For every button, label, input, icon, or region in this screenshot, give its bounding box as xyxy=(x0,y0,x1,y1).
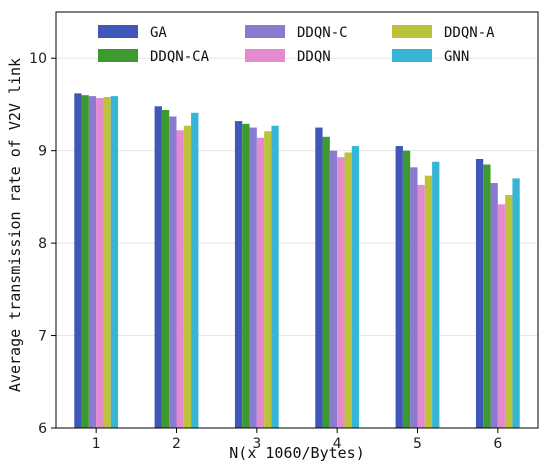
bar-ga xyxy=(154,106,162,428)
legend-label: DDQN xyxy=(297,49,331,65)
x-tick-label: 2 xyxy=(172,436,181,452)
bar-ddqn-a xyxy=(264,131,272,428)
bar-ga xyxy=(74,93,82,429)
legend-item: DDQN xyxy=(245,49,331,65)
bar-gnn xyxy=(110,96,119,428)
x-tick-label: 6 xyxy=(493,436,502,452)
legend-item: DDQN-A xyxy=(392,25,495,41)
bar-ddqn-c xyxy=(329,150,338,428)
y-tick-label: 10 xyxy=(29,51,47,67)
bar-ddqn xyxy=(96,97,104,429)
bar-ddqn-c xyxy=(88,96,97,428)
bar-gnn xyxy=(271,125,279,428)
bar-ddqn xyxy=(417,184,425,428)
legend-swatch xyxy=(98,25,138,38)
y-tick-label: 6 xyxy=(38,421,47,437)
x-tick-label: 5 xyxy=(413,436,422,452)
bar-ddqn-a xyxy=(183,125,192,428)
legend-label: GNN xyxy=(444,49,469,65)
legend-label: DDQN-A xyxy=(444,25,495,41)
plot-frame xyxy=(55,11,539,429)
y-axis-ticks: 6 7 8 9 10 xyxy=(29,51,56,437)
bar-ddqn xyxy=(176,130,184,428)
legend-swatch xyxy=(98,49,138,62)
x-tick-label: 4 xyxy=(333,436,342,452)
bar-gnn xyxy=(351,146,360,429)
legend-label: GA xyxy=(150,25,167,41)
legend-swatch xyxy=(392,49,432,62)
x-axis-label: N(x 1060/Bytes) xyxy=(229,444,364,462)
bar-ddqn-a xyxy=(103,97,111,428)
bar-ddqn-c xyxy=(249,127,257,429)
legend-swatch xyxy=(245,49,285,62)
x-tick-label: 1 xyxy=(92,436,101,452)
bar-ddqn-ca xyxy=(81,95,89,428)
x-tick-label: 3 xyxy=(252,436,261,452)
legend: GA DDQN-CA DDQN-C DDQN DDQN-A GNN xyxy=(98,25,495,65)
bar-ddqn xyxy=(256,137,265,429)
bar-ga xyxy=(315,127,323,429)
x-axis-ticks: 1 2 3 4 5 6 xyxy=(92,428,502,452)
bar-ddqn xyxy=(337,157,345,429)
legend-item: DDQN-CA xyxy=(98,49,210,65)
grid xyxy=(56,57,538,429)
bar-ddqn-ca xyxy=(242,123,250,428)
bar-ga xyxy=(475,158,484,428)
bar-ga xyxy=(234,121,243,428)
legend-item: DDQN-C xyxy=(245,25,348,41)
bar-ddqn-c xyxy=(490,183,498,428)
legend-swatch xyxy=(245,25,285,38)
bar-ddqn-a xyxy=(424,175,433,428)
bar-ddqn-a xyxy=(344,152,352,428)
bar-ddqn-c xyxy=(410,167,418,428)
bar-ddqn-ca xyxy=(322,136,330,429)
legend-item: GA xyxy=(98,25,167,41)
legend-label: DDQN-CA xyxy=(150,49,210,65)
bar-ddqn-a xyxy=(505,195,513,428)
bar-ddqn xyxy=(497,204,506,428)
legend-item: GNN xyxy=(392,49,469,65)
y-tick-label: 9 xyxy=(38,144,47,160)
legend-swatch xyxy=(392,25,432,38)
y-tick-label: 7 xyxy=(38,329,47,345)
bar-ddqn-c xyxy=(169,116,177,428)
y-tick-label: 8 xyxy=(38,236,47,252)
bar-gnn xyxy=(512,178,520,428)
bar-ddqn-ca xyxy=(161,109,170,428)
bars xyxy=(74,93,520,429)
bar-gnn xyxy=(432,161,440,428)
bar-ga xyxy=(395,146,403,429)
bar-gnn xyxy=(191,112,199,429)
legend-label: DDQN-C xyxy=(297,25,348,41)
y-axis-label: Average transmission rate of V2V link xyxy=(6,58,24,392)
bar-ddqn-ca xyxy=(483,164,491,429)
bar-ddqn-ca xyxy=(402,150,411,428)
